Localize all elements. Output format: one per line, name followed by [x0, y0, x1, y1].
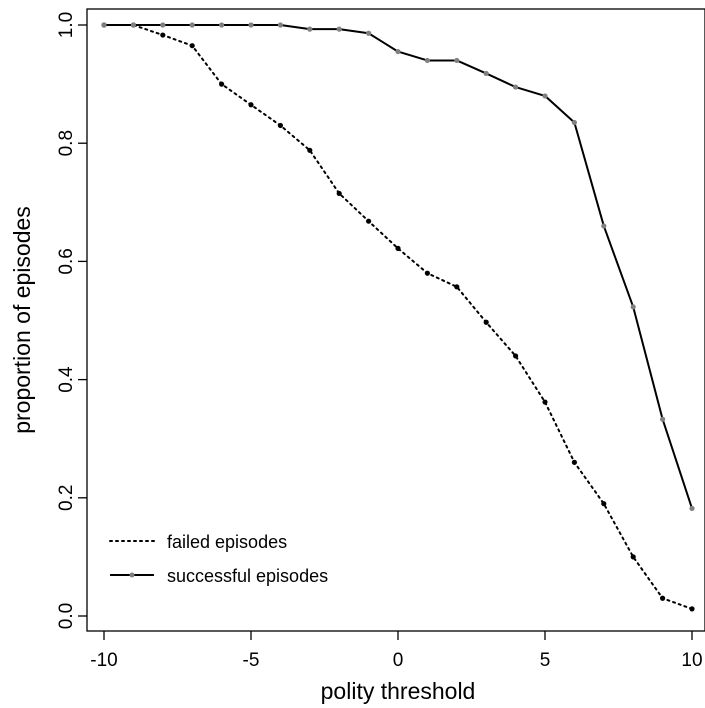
failed-episodes-line: [103, 24, 693, 610]
failed-episodes-point: [366, 218, 372, 224]
x-tick-label: -5: [243, 650, 260, 671]
failed-episodes-point: [336, 190, 342, 197]
legend-successful-marker: [129, 572, 135, 578]
successful-episodes-line: [103, 24, 693, 510]
successful-episodes-point: [336, 26, 342, 32]
failed-episodes-point: [630, 554, 636, 560]
failed-episodes-point: [483, 319, 489, 325]
successful-episodes-point: [189, 22, 195, 28]
successful-episodes-point: [248, 22, 254, 28]
successful-episodes-point: [483, 70, 489, 77]
successful-episodes-point: [395, 48, 401, 55]
x-tick-label: 5: [540, 650, 551, 671]
failed-episodes-point: [248, 102, 254, 108]
x-tick-label: -10: [90, 650, 117, 671]
x-tick-label: 0: [393, 650, 404, 671]
legend-successful-label: successful episodes: [167, 566, 328, 586]
legend: failed episodes successful episodes: [109, 532, 328, 586]
plot-frame: [86, 8, 705, 632]
successful-episodes-point: [101, 22, 107, 28]
failed-episodes-point: [513, 353, 519, 359]
failed-episodes-point: [542, 399, 548, 405]
failed-episodes-point: [454, 284, 460, 290]
failed-episodes-point: [689, 606, 695, 612]
successful-episodes-point: [366, 30, 372, 36]
successful-episodes-point: [424, 57, 430, 64]
successful-episodes-point: [660, 416, 666, 422]
successful-episodes-point: [571, 119, 578, 126]
y-tick-label: 0.6: [56, 248, 77, 274]
y-axis-title: proportion of episodes: [9, 206, 35, 434]
failed-episodes-point: [395, 245, 401, 251]
successful-episodes-point: [454, 57, 460, 64]
y-tick-label: 0.0: [56, 603, 77, 629]
y-tick-label: 0.8: [56, 130, 77, 156]
failed-episodes-point: [219, 81, 225, 87]
y-tick-label: 0.4: [56, 366, 77, 393]
failed-episodes-point: [571, 459, 578, 465]
failed-episodes-point: [160, 32, 166, 38]
successful-episodes-point: [513, 84, 519, 90]
successful-episodes-point: [277, 22, 283, 28]
successful-episodes-point: [160, 22, 166, 28]
successful-episodes-point: [630, 304, 636, 310]
x-axis: -10 -5 0 5 10: [90, 631, 703, 671]
failed-episodes-point: [307, 147, 313, 153]
x-axis-title: polity threshold: [321, 678, 476, 704]
x-tick-label: 10: [681, 650, 702, 671]
failed-episodes-point: [277, 122, 283, 129]
failed-episodes-point: [189, 43, 195, 49]
y-tick-label: 0.2: [56, 485, 77, 511]
successful-episodes-point: [601, 223, 607, 229]
y-axis: 0.0 0.2 0.4 0.6 0.8 1.0: [56, 12, 87, 629]
successful-episodes-point: [219, 22, 225, 28]
failed-episodes-point: [424, 270, 430, 276]
y-tick-label: 1.0: [56, 12, 77, 38]
failed-episodes-point: [601, 501, 607, 507]
successful-episodes-point: [542, 93, 548, 99]
successful-episodes-point: [307, 26, 313, 32]
failed-episodes-point: [660, 595, 666, 601]
successful-episodes-point: [689, 505, 695, 512]
successful-episodes-point: [130, 22, 136, 28]
legend-failed-label: failed episodes: [167, 532, 287, 552]
series-layer: [101, 22, 695, 612]
